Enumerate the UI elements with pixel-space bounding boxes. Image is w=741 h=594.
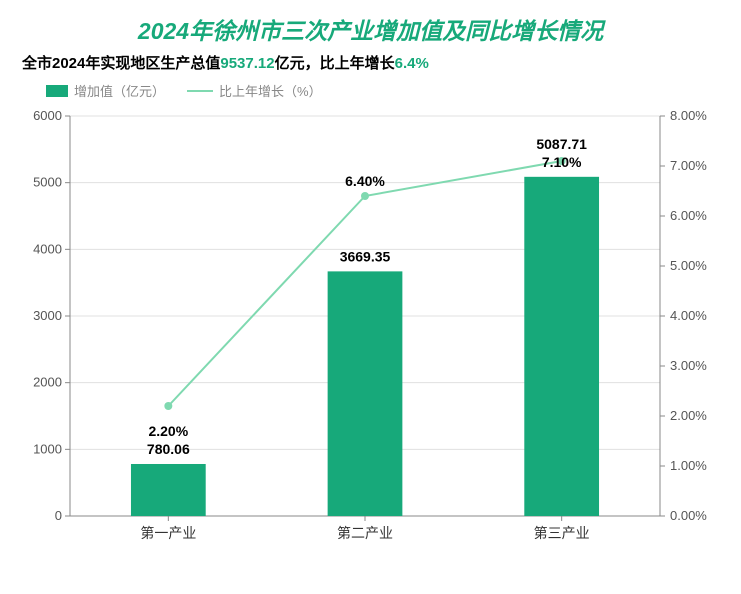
svg-text:0: 0: [55, 508, 62, 523]
line-marker: [164, 402, 172, 410]
bar-value-label: 5087.71: [536, 136, 587, 152]
svg-text:6.00%: 6.00%: [670, 208, 707, 223]
svg-text:7.00%: 7.00%: [670, 158, 707, 173]
bar-value-label: 780.06: [147, 441, 190, 457]
bar: [131, 464, 206, 516]
plot-area: 0 1000 2000 3000 4000 5000 6000 0.00% 1.00% 2.00%…: [20, 106, 720, 546]
svg-text:3.00%: 3.00%: [670, 358, 707, 373]
bar: [524, 177, 599, 516]
subtitle-growth: 6.4%: [395, 55, 429, 72]
svg-text:1000: 1000: [33, 441, 62, 456]
legend-label-line: 比上年增长（%）: [219, 81, 322, 100]
svg-text:8.00%: 8.00%: [670, 108, 707, 123]
svg-text:1.00%: 1.00%: [670, 458, 707, 473]
chart-container: 2024年徐州市三次产业增加值及同比增长情况 全市2024年实现地区生产总值95…: [0, 0, 741, 594]
svg-text:5000: 5000: [33, 175, 62, 190]
svg-text:4.00%: 4.00%: [670, 308, 707, 323]
svg-text:6000: 6000: [33, 108, 62, 123]
x-category-label: 第三产业: [534, 525, 590, 541]
legend-label-bar: 增加值（亿元）: [74, 81, 165, 100]
svg-text:2000: 2000: [33, 375, 62, 390]
legend-swatch-bar: [46, 85, 68, 97]
svg-text:2.00%: 2.00%: [670, 408, 707, 423]
svg-text:5.00%: 5.00%: [670, 258, 707, 273]
legend-swatch-line: [187, 90, 213, 92]
svg-text:4000: 4000: [33, 241, 62, 256]
legend-item-line: 比上年增长（%）: [187, 81, 322, 100]
svg-text:3000: 3000: [33, 308, 62, 323]
legend: 增加值（亿元） 比上年增长（%）: [46, 81, 723, 100]
bar-value-label: 3669.35: [340, 248, 391, 264]
chart-subtitle: 全市2024年实现地区生产总值9537.12亿元，比上年增长6.4%: [22, 52, 723, 73]
subtitle-prefix: 全市2024年实现地区生产总值: [22, 55, 220, 72]
pct-label: 2.20%: [148, 423, 188, 439]
legend-item-bar: 增加值（亿元）: [46, 81, 165, 100]
subtitle-mid: 亿元，比上年增长: [275, 55, 395, 72]
x-category-label: 第二产业: [337, 525, 393, 541]
line-marker: [361, 192, 369, 200]
chart-svg: 0 1000 2000 3000 4000 5000 6000 0.00% 1.00% 2.00%…: [20, 106, 720, 546]
x-category-label: 第一产业: [140, 525, 196, 541]
subtitle-value: 9537.12: [220, 55, 274, 72]
pct-label: 6.40%: [345, 173, 385, 189]
chart-title: 2024年徐州市三次产业增加值及同比增长情况: [18, 12, 723, 46]
pct-label: 7.10%: [542, 154, 582, 170]
bar: [328, 271, 403, 516]
svg-text:0.00%: 0.00%: [670, 508, 707, 523]
